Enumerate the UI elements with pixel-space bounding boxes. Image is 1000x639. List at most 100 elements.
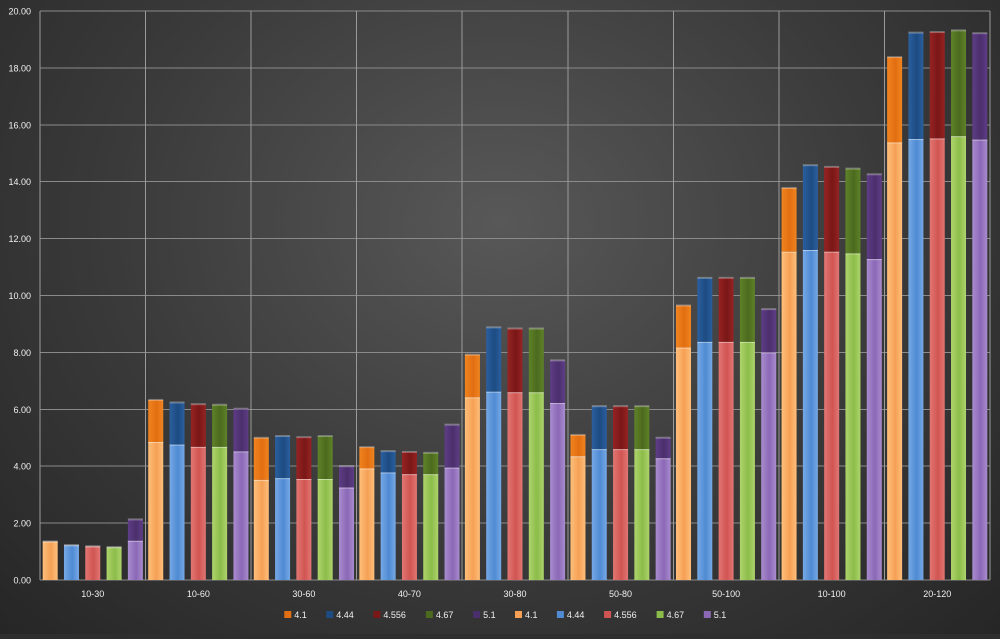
x-tick-label: 50-100	[712, 589, 740, 599]
bar-4.1-top	[887, 57, 903, 143]
bar-4.44-base	[908, 139, 924, 580]
bars	[42, 29, 988, 581]
y-tick-label: 12.00	[8, 234, 31, 244]
bar-cap-highlight	[253, 436, 269, 439]
bar-4.556-base	[824, 251, 840, 580]
bar-4.44-base	[169, 444, 185, 580]
legend-label: 5.1	[714, 610, 727, 620]
x-tick-label: 10-60	[187, 589, 210, 599]
bar-cap-highlight	[824, 165, 840, 168]
y-tick-label: 16.00	[8, 120, 31, 130]
bar-4.44-top	[908, 32, 924, 140]
bar-4.1-top	[781, 187, 797, 252]
x-tick-label: 10-30	[81, 589, 104, 599]
bar-4.67-base	[739, 341, 755, 580]
bar-cap-highlight	[676, 304, 692, 307]
bar-5.1-top	[233, 408, 249, 452]
bar-cap-highlight	[212, 403, 228, 406]
legend-item: 5.1	[703, 610, 727, 620]
legend-item: 4.67	[656, 610, 685, 620]
bar-5.1-top	[866, 174, 882, 260]
bar-cap-highlight	[212, 445, 228, 448]
bar-5.1-top	[550, 360, 566, 404]
bar-4.1-base	[676, 347, 692, 580]
bar-4.1-base	[887, 142, 903, 580]
bar-4.44-top	[802, 165, 818, 250]
legend-label: 4.556	[614, 610, 637, 620]
legend-swatch	[604, 611, 612, 618]
bar-4.556-top	[929, 32, 945, 139]
bar-cap-highlight	[676, 346, 692, 349]
bar-4.44-base	[486, 391, 502, 580]
bar-4.67-top	[212, 404, 228, 447]
bar-cap-highlight	[697, 276, 713, 279]
legend-item: 4.556	[604, 610, 637, 620]
bar-4.556-base	[507, 392, 523, 580]
legend-label: 4.44	[567, 610, 585, 620]
category-group-10-30	[42, 518, 143, 580]
y-tick-label: 6.00	[13, 405, 31, 415]
bar-cap-highlight	[781, 186, 797, 189]
x-tick-label: 10-100	[818, 589, 846, 599]
legend-item: 4.1	[515, 610, 538, 620]
y-tick-label: 8.00	[13, 348, 31, 358]
bar-5.1-base	[655, 458, 671, 580]
bar-4.67-base	[845, 253, 861, 581]
bar-cap-highlight	[275, 435, 291, 438]
bar-4.1-top	[148, 399, 164, 443]
legend-label: 4.67	[667, 610, 685, 620]
bar-cap-highlight	[866, 258, 882, 261]
legend-item: 4.44	[556, 610, 585, 620]
bar-cap-highlight	[528, 327, 544, 330]
bar-4.67-top	[739, 277, 755, 342]
bar-4.1-top	[253, 437, 269, 480]
bar-cap-highlight	[338, 465, 354, 468]
bar-5.1-base	[338, 487, 354, 580]
bar-4.1-top	[570, 434, 586, 457]
y-tick-label: 0.00	[13, 576, 31, 586]
bar-4.67-base	[423, 474, 439, 580]
bar-4.1-base	[148, 442, 164, 580]
bar-4.44-base	[275, 478, 291, 580]
bar-cap-highlight	[42, 540, 58, 543]
bar-4.44-top	[169, 402, 185, 445]
bar-5.1-top	[127, 519, 143, 541]
bar-4.1-base	[42, 541, 58, 580]
bar-4.44-top	[697, 277, 713, 342]
bar-cap-highlight	[802, 164, 818, 167]
bar-cap-highlight	[887, 56, 903, 59]
category-group-30-80	[464, 326, 566, 580]
bar-cap-highlight	[761, 308, 777, 311]
legend-swatch	[656, 611, 664, 618]
category-group-20-120	[887, 29, 988, 580]
bar-cap-highlight	[148, 398, 164, 401]
bar-cap-highlight	[739, 340, 755, 343]
bar-4.44-top	[275, 436, 291, 479]
bar-cap-highlight	[63, 544, 79, 547]
bar-4.67-base	[317, 479, 333, 580]
legend-swatch	[373, 611, 381, 618]
bar-4.556-top	[507, 328, 523, 393]
x-tick-label: 20-120	[923, 589, 951, 599]
bar-4.556-top	[401, 451, 417, 475]
bar-cap-highlight	[380, 450, 396, 453]
y-tick-label: 14.00	[8, 177, 31, 187]
bar-cap-highlight	[464, 353, 480, 356]
bar-5.1-base	[866, 259, 882, 580]
bar-4.67-base	[951, 136, 967, 580]
bar-cap-highlight	[951, 29, 967, 32]
bar-4.556-base	[929, 138, 945, 580]
bar-cap-highlight	[296, 436, 312, 439]
bar-cap-highlight	[190, 445, 206, 448]
bar-cap-highlight	[613, 405, 629, 408]
legend-label: 4.556	[383, 610, 406, 620]
bar-cap-highlight	[169, 443, 185, 446]
y-axis-tick-labels: 0.00 2.00 4.00 6.00 8.00 10.00 12.00 14.00 16.00…	[8, 7, 31, 586]
category-group-30-60	[253, 435, 354, 580]
y-tick-label: 10.00	[8, 291, 31, 301]
bar-4.44-base	[697, 341, 713, 580]
bar-4.1-top	[676, 305, 692, 348]
bar-4.556-base	[401, 474, 417, 580]
x-tick-label: 30-60	[292, 589, 315, 599]
